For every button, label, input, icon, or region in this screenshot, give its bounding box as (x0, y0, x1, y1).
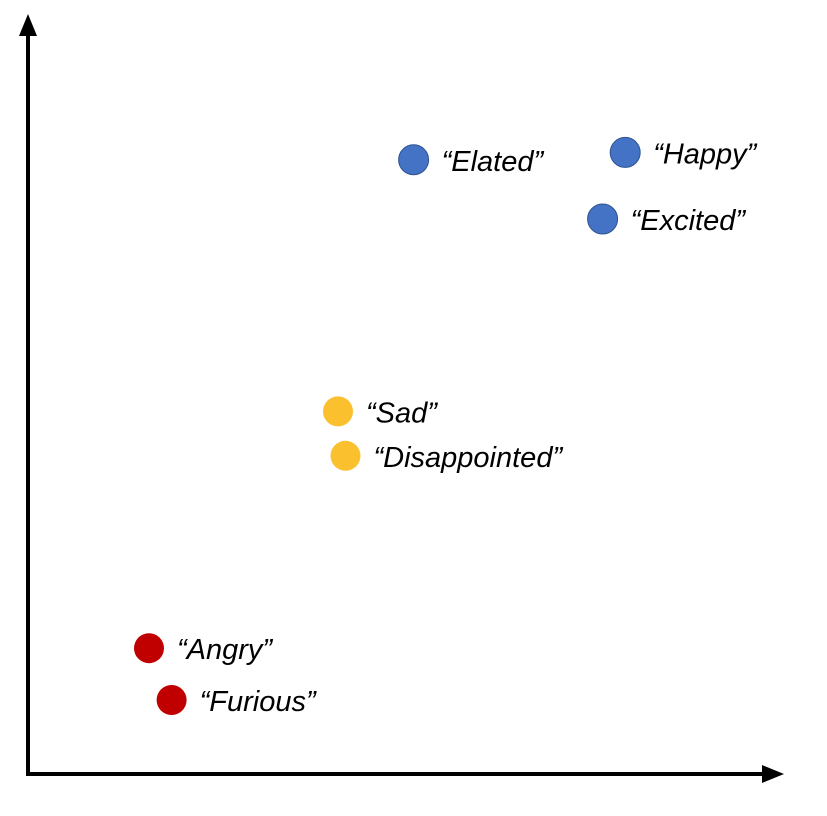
data-point-blue (398, 144, 430, 176)
data-label: “Sad” (366, 397, 438, 429)
data-label: “Disappointed” (374, 442, 564, 474)
data-point-blue (609, 136, 641, 168)
y-axis-arrowhead (19, 14, 37, 36)
data-point-yellow (330, 440, 361, 471)
data-point-yellow (323, 396, 353, 427)
data-point-red (134, 633, 164, 664)
data-label: “Furious” (200, 686, 317, 718)
data-label: “Excited” (631, 205, 747, 237)
data-point-red (156, 685, 187, 715)
data-label: “Happy” (653, 138, 757, 170)
data-label: “Angry” (177, 634, 273, 666)
data-points: “Elated” “Happy” “Excited” “Sad” “Disappoint… (134, 136, 758, 718)
data-point-blue (587, 203, 619, 235)
x-axis-arrowhead (762, 765, 784, 783)
data-label: “Elated” (442, 146, 545, 178)
